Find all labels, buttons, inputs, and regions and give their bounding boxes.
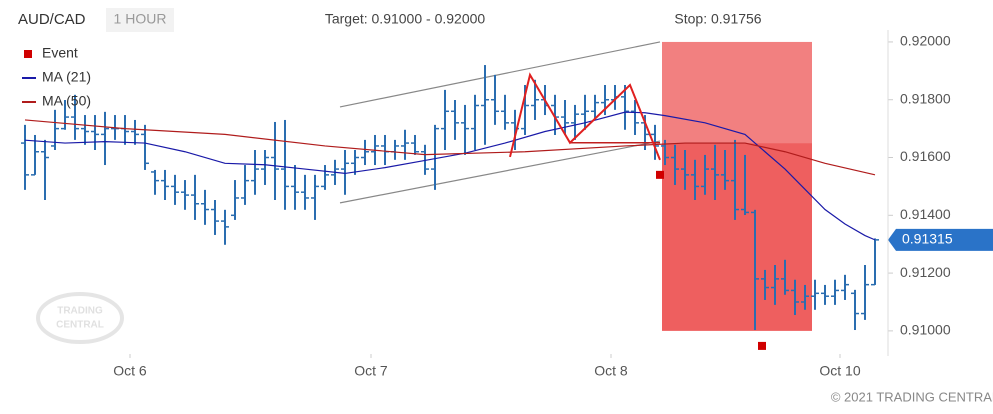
copyright: © 2021 TRADING CENTRAL (831, 389, 993, 404)
target-zone-upper (662, 41, 812, 144)
event-marker (656, 170, 664, 179)
legend-label: MA (21) (42, 69, 91, 85)
target-text: Target: 0.91000 - 0.92000 (325, 11, 486, 27)
y-tick-label: 0.91800 (900, 90, 951, 106)
y-tick-label: 0.91000 (900, 322, 951, 338)
x-tick-label: Oct 8 (594, 363, 628, 379)
moving-average (24, 119, 876, 176)
symbol: AUD/CAD (18, 11, 86, 28)
channel-line (339, 41, 661, 108)
x-tick-label: Oct 6 (113, 363, 147, 379)
last-price-label: 0.91315 (902, 231, 953, 247)
y-tick-label: 0.91600 (900, 148, 951, 164)
last-price-tag (888, 228, 993, 251)
y-tick-label: 0.91400 (900, 206, 951, 222)
x-tick-label: Oct 10 (819, 363, 860, 379)
timeframe-box (106, 8, 174, 32)
pattern-line (509, 72, 661, 161)
x-tick-label: Oct 7 (354, 363, 388, 379)
y-tick-label: 0.92000 (900, 33, 951, 49)
y-tick-label: 0.91200 (900, 264, 951, 280)
stop-text: Stop: 0.91756 (674, 11, 761, 27)
legend-label: Event (42, 45, 78, 61)
timeframe: 1 HOUR (114, 11, 167, 27)
watermark: TRADING CENTRAL (36, 292, 124, 344)
watermark-line: TRADING (57, 306, 103, 317)
event-marker (758, 341, 766, 350)
watermark-line: CENTRAL (56, 320, 104, 331)
channel-line (339, 140, 661, 204)
legend-label: MA (50) (42, 93, 91, 109)
moving-average (24, 111, 876, 241)
legend-swatch (24, 50, 32, 58)
